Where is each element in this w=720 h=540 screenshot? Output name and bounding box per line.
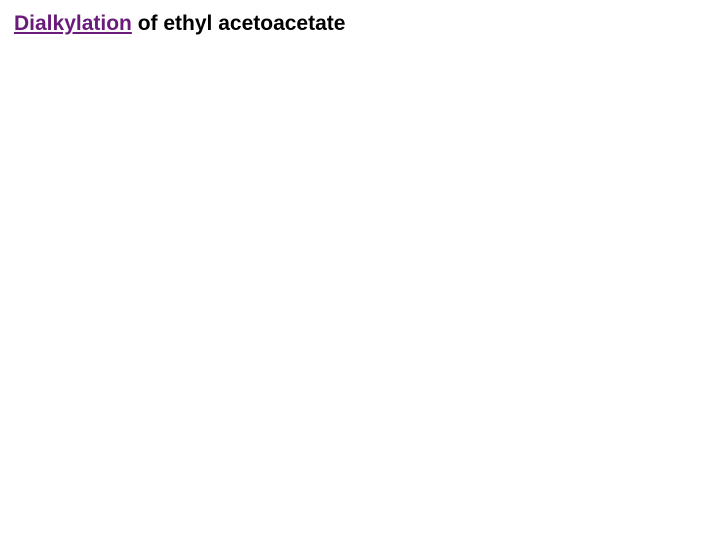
slide-title: Dialkylation of ethyl acetoacetate xyxy=(14,12,345,36)
slide: Dialkylation of ethyl acetoacetate xyxy=(0,0,720,540)
slide-title-accent: Dialkylation xyxy=(14,12,132,35)
slide-title-rest: of ethyl acetoacetate xyxy=(132,12,346,35)
